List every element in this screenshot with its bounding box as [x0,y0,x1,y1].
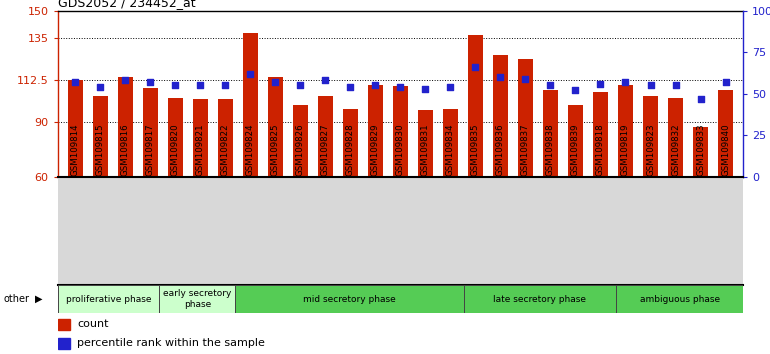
Point [344,84,357,90]
Point [544,82,557,88]
Bar [58,285,159,313]
Point [695,96,707,102]
Bar [393,86,408,177]
Point [219,82,232,88]
Point [169,82,182,88]
Point [669,82,681,88]
Text: other: other [4,294,30,304]
Bar [368,85,383,177]
Bar [118,77,132,177]
Point [119,78,132,83]
Point [644,82,657,88]
Bar [293,105,308,177]
Bar [618,85,633,177]
Bar [468,35,483,177]
Bar [616,285,743,313]
Point [370,82,382,88]
Bar [693,127,708,177]
Point [94,84,106,90]
Bar [268,77,283,177]
Point [719,79,732,85]
Bar [58,319,70,330]
Bar [236,285,464,313]
Bar [192,99,208,177]
Point [69,79,82,85]
Point [594,81,607,87]
Bar [443,109,458,177]
Bar [243,33,258,177]
Bar [493,55,508,177]
Bar [643,96,658,177]
Point [519,76,531,82]
Text: early secretory
phase: early secretory phase [163,290,232,309]
Point [619,79,631,85]
Point [444,84,457,90]
Text: proliferative phase: proliferative phase [65,295,151,304]
Text: percentile rank within the sample: percentile rank within the sample [77,338,265,348]
Point [394,84,407,90]
Bar [718,90,733,177]
Bar [418,110,433,177]
Point [144,79,156,85]
Text: ambiguous phase: ambiguous phase [640,295,720,304]
Point [419,86,431,92]
Bar [668,97,683,177]
Bar [168,97,182,177]
Bar [568,105,583,177]
Point [294,82,306,88]
Point [320,78,332,83]
Bar [218,99,233,177]
Bar [68,80,82,177]
Point [194,82,206,88]
Point [244,71,256,77]
Text: count: count [77,319,109,330]
Bar [343,109,358,177]
Point [569,88,581,93]
Bar [58,338,70,349]
Bar [92,96,108,177]
Bar [318,96,333,177]
Bar [518,59,533,177]
Bar [159,285,236,313]
Text: GDS2052 / 234452_at: GDS2052 / 234452_at [58,0,196,10]
Point [270,79,282,85]
Point [494,74,507,80]
Bar [142,88,158,177]
Text: ▶: ▶ [35,294,42,304]
Bar [464,285,616,313]
Bar [543,90,558,177]
Text: mid secretory phase: mid secretory phase [303,295,396,304]
Point [469,64,481,70]
Text: late secretory phase: late secretory phase [494,295,587,304]
Bar [593,92,608,177]
